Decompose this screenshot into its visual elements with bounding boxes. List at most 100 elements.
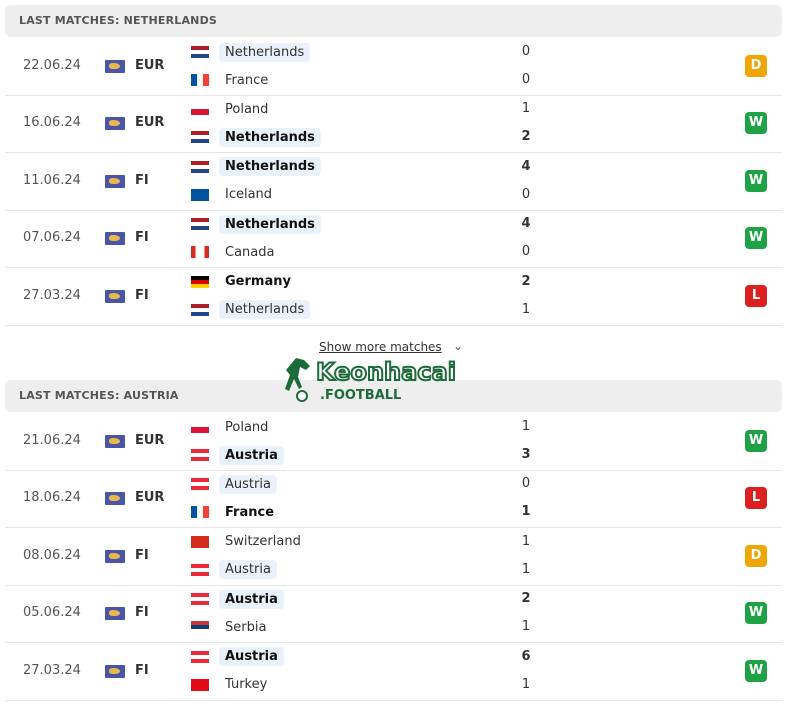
flag-icon [191, 218, 209, 231]
flag-icon [191, 621, 209, 634]
competition-label: FI [135, 662, 149, 678]
competition-label: FI [135, 605, 149, 621]
team-away[interactable]: France [191, 69, 274, 91]
section-header: LAST MATCHES: AUSTRIA [5, 380, 782, 412]
team-away[interactable]: Iceland [191, 184, 278, 206]
competition-icon [105, 174, 125, 188]
result-badge: D [745, 55, 767, 77]
team-name: Austria [219, 560, 277, 580]
match-row[interactable]: 27.03.24 FI Austria 6 Turkey 1 W [5, 643, 782, 701]
flag-icon [191, 593, 209, 606]
match-date: 27.03.24 [23, 662, 81, 678]
show-more-matches-link[interactable]: Show more matches [319, 340, 442, 354]
match-row[interactable]: 08.06.24 FI Switzerland 1 Austria 1 D [5, 528, 782, 586]
chevron-down-icon[interactable]: ⌄ [453, 339, 464, 353]
team-home[interactable]: Poland [191, 98, 274, 120]
team-name: Austria [219, 474, 277, 494]
result-badge: W [745, 169, 767, 192]
score: 1 [521, 301, 531, 317]
flag-icon [191, 563, 209, 576]
result-badge: L [745, 487, 767, 510]
match-date: 11.06.24 [23, 172, 81, 188]
svg-text:Keonhacai: Keonhacai [316, 358, 456, 386]
score: 1 [521, 533, 531, 549]
match-row[interactable]: 16.06.24 EUR Poland 1 Netherlands 2 W [5, 95, 782, 154]
score: 1 [521, 504, 531, 520]
flag-icon [191, 103, 209, 116]
competition-icon [105, 492, 125, 506]
team-home[interactable]: Netherlands [191, 41, 311, 63]
score: 6 [521, 648, 531, 664]
result-badge: W [745, 430, 767, 452]
flag-icon [191, 303, 209, 316]
team-name: Netherlands [219, 42, 311, 62]
result-badge: W [745, 659, 767, 682]
competition-label: FI [135, 547, 149, 563]
competition-label: FI [135, 230, 149, 246]
competition-label: FI [135, 172, 149, 188]
team-home[interactable]: Austria [191, 646, 284, 668]
flag-icon [191, 46, 209, 58]
result-badge: D [745, 544, 767, 567]
flag-icon [191, 678, 209, 691]
score: 4 [521, 158, 531, 174]
match-date: 16.06.24 [23, 115, 81, 131]
competition-icon [105, 117, 125, 131]
team-home[interactable]: Netherlands [191, 213, 321, 235]
flag-icon [191, 535, 209, 548]
competition-icon [105, 232, 125, 246]
score: 0 [521, 244, 531, 260]
team-name: Poland [225, 419, 269, 435]
team-away[interactable]: Netherlands [191, 299, 311, 321]
match-row[interactable]: 11.06.24 FI Netherlands 4 Iceland 0 W [5, 153, 782, 211]
match-date: 18.06.24 [23, 490, 81, 506]
team-name: Austria [219, 445, 284, 465]
flag-icon [191, 478, 209, 491]
match-date: 07.06.24 [23, 230, 81, 246]
match-row[interactable]: 22.06.24 EUR Netherlands 0 France 0 D [5, 38, 782, 96]
team-name: Netherlands [219, 127, 321, 147]
team-home[interactable]: Switzerland [191, 531, 307, 553]
score: 2 [521, 129, 531, 145]
competition-icon [105, 435, 125, 448]
team-away[interactable]: Netherlands [191, 126, 321, 148]
score: 2 [521, 273, 531, 289]
flag-icon [191, 246, 209, 259]
team-home[interactable]: Poland [191, 416, 274, 438]
team-name: Netherlands [219, 214, 321, 234]
team-home[interactable]: Germany [191, 271, 297, 293]
match-row[interactable]: 18.06.24 EUR Austria 0 France 1 L [5, 470, 782, 529]
watermark-logo: Keonhacai .FOOTBALL [285, 357, 457, 403]
score: 1 [521, 561, 531, 577]
score: 0 [521, 476, 531, 492]
score: 0 [521, 186, 531, 202]
team-name: Switzerland [225, 534, 301, 550]
team-away[interactable]: France [191, 501, 280, 523]
team-name: Serbia [225, 619, 267, 635]
flag-icon [191, 131, 209, 144]
section-header: LAST MATCHES: NETHERLANDS [5, 5, 782, 37]
match-row[interactable]: 07.06.24 FI Netherlands 4 Canada 0 W [5, 210, 782, 269]
competition-label: FI [135, 287, 149, 303]
flag-icon [191, 506, 209, 519]
match-date: 22.06.24 [23, 58, 81, 73]
team-away[interactable]: Turkey [191, 674, 273, 696]
flag-icon [191, 650, 209, 663]
team-name: Austria [219, 589, 284, 609]
score: 2 [521, 591, 531, 607]
team-name: France [225, 504, 275, 520]
match-row[interactable]: 05.06.24 FI Austria 2 Serbia 1 W [5, 585, 782, 644]
team-away[interactable]: Austria [191, 559, 277, 581]
match-date: 05.06.24 [23, 605, 81, 621]
match-row[interactable]: 27.03.24 FI Germany 2 Netherlands 1 L [5, 268, 782, 326]
match-row[interactable]: 21.06.24 EUR Poland 1 Austria 3 W [5, 413, 782, 471]
team-home[interactable]: Austria [191, 473, 277, 495]
team-home[interactable]: Austria [191, 588, 284, 610]
team-name: Netherlands [219, 300, 311, 320]
team-name: Canada [225, 244, 275, 260]
team-away[interactable]: Canada [191, 241, 280, 263]
team-away[interactable]: Austria [191, 444, 284, 466]
score: 0 [521, 44, 531, 59]
team-away[interactable]: Serbia [191, 616, 272, 638]
team-home[interactable]: Netherlands [191, 156, 321, 178]
